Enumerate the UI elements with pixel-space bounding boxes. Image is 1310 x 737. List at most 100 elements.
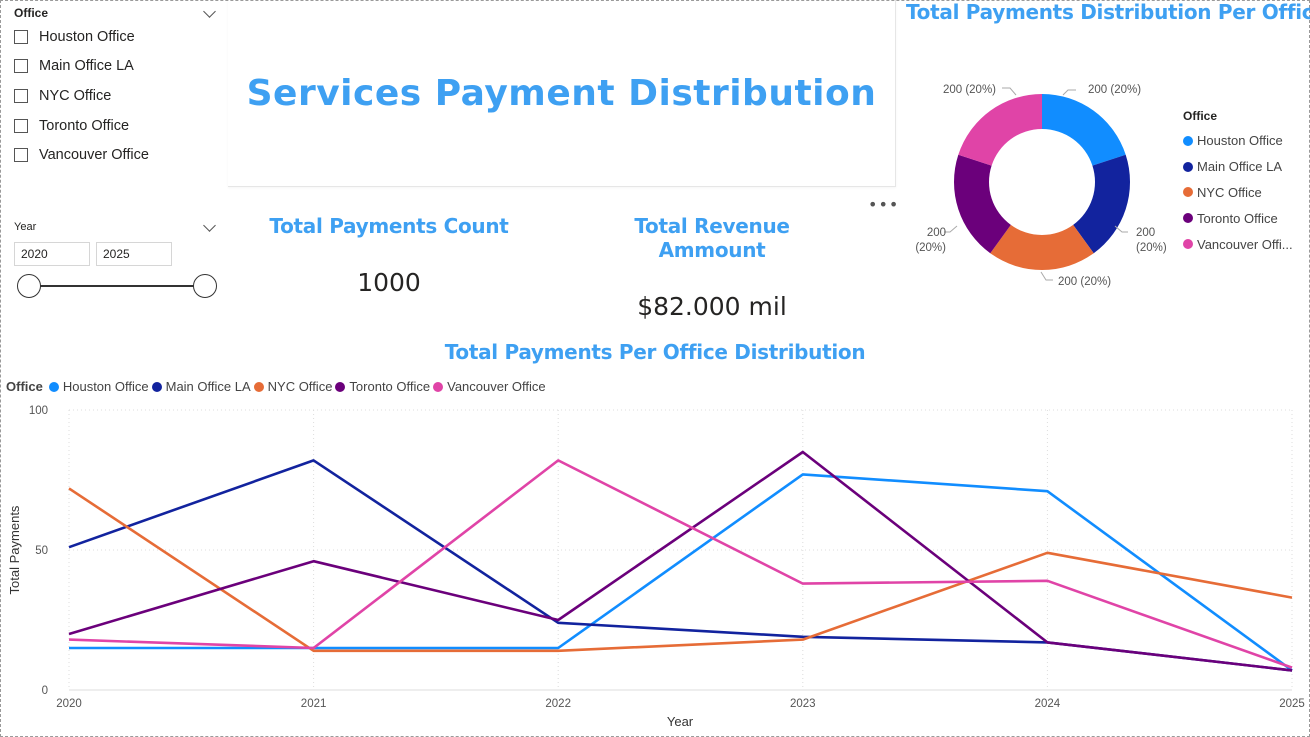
legend-item[interactable]: Houston Office: [48, 379, 149, 394]
year-slicer-title: Year: [14, 221, 37, 233]
x-tick-label: 2024: [1035, 698, 1061, 710]
legend-item[interactable]: NYC Office: [1183, 180, 1293, 206]
legend-item[interactable]: Vancouver Office: [433, 379, 546, 394]
slicer-option-vancouver[interactable]: Vancouver Office: [14, 140, 220, 170]
legend-item[interactable]: Toronto Office: [335, 379, 430, 394]
year-from-input[interactable]: 2020: [14, 242, 90, 266]
checkbox[interactable]: [14, 29, 28, 44]
x-tick-label: 2020: [56, 698, 82, 710]
legend-label: Vancouver Office: [447, 379, 546, 394]
donut-leader-line: [1114, 225, 1128, 233]
donut-legend-title: Office: [1183, 109, 1218, 123]
kpi-value: 1000: [357, 268, 421, 297]
legend-item[interactable]: NYC Office: [253, 379, 333, 394]
office-slicer: Office Houston Office Main Office LA NYC…: [14, 4, 220, 170]
report-title-card: Services Payment Distribution: [228, 0, 896, 187]
donut-data-label: 200 (20%): [1136, 227, 1167, 254]
checkbox[interactable]: [14, 118, 28, 133]
slicer-option-main-office-la[interactable]: Main Office LA: [14, 52, 220, 82]
series-line-nyc-office[interactable]: [68, 487, 1293, 653]
more-options-icon[interactable]: •••: [868, 195, 900, 214]
report-title: Services Payment Distribution: [246, 72, 877, 114]
donut-leader-line: [944, 225, 958, 233]
line-legend: Office Houston Office Main Office LA NYC…: [6, 379, 549, 394]
series-line-main-office-la[interactable]: [68, 459, 1293, 672]
donut-data-label: 200 (20%): [915, 227, 946, 254]
y-tick-label: 100: [29, 405, 48, 417]
legend-label: Vancouver Offi...: [1197, 236, 1293, 252]
series-line-toronto-office[interactable]: [68, 450, 1293, 672]
x-tick-label: 2025: [1279, 698, 1305, 710]
chevron-down-icon[interactable]: [203, 218, 216, 232]
legend-label: Houston Office: [1197, 133, 1283, 149]
legend-item[interactable]: Houston Office: [1183, 128, 1293, 154]
line-legend-title: Office: [6, 379, 43, 394]
legend-item[interactable]: Main Office LA: [151, 379, 251, 394]
donut-leader-line: [1040, 271, 1053, 281]
legend-label: Main Office LA: [1197, 159, 1283, 175]
legend-dot: [1183, 187, 1193, 198]
donut-slice[interactable]: [954, 154, 1011, 254]
y-tick-label: 0: [42, 685, 48, 697]
x-tick-label: 2023: [790, 698, 816, 710]
legend-dot: [253, 381, 264, 392]
donut-data-label: 200 (20%): [1088, 84, 1141, 96]
donut-legend: Office Houston Office Main Office LA NYC…: [1183, 109, 1293, 257]
kpi-payments-count: Total Payments Count 1000: [268, 214, 510, 297]
series-line-houston-office[interactable]: [69, 473, 1293, 672]
checkbox[interactable]: [14, 59, 28, 74]
kpi-revenue-amount: Total Revenue Ammount $82.000 mil: [578, 214, 846, 321]
line-chart: 0 50 100 2020 2021 2022 2023 2024 2025 Year Total …: [7, 405, 1305, 729]
legend-dot: [151, 381, 162, 392]
x-axis-title: Year: [667, 714, 694, 729]
legend-dot: [1183, 213, 1193, 224]
checkbox[interactable]: [14, 88, 28, 103]
slicer-option-label: Vancouver Office: [39, 147, 149, 164]
legend-dot: [433, 381, 444, 392]
legend-dot: [48, 381, 59, 392]
y-axis-title: Total Payments: [7, 505, 22, 594]
year-range-start-handle[interactable]: [17, 274, 41, 298]
legend-item[interactable]: Toronto Office: [1183, 205, 1293, 231]
legend-label: NYC Office: [1197, 184, 1262, 200]
legend-label: NYC Office: [267, 379, 333, 394]
legend-dot: [335, 381, 346, 392]
legend-dot: [1183, 239, 1193, 250]
kpi-title: Total Revenue Ammount: [634, 214, 790, 262]
legend-dot: [1183, 161, 1193, 172]
donut-slice[interactable]: [958, 94, 1042, 166]
donut-data-label: 200 (20%): [943, 84, 996, 96]
slicer-option-label: Toronto Office: [39, 117, 130, 134]
donut-slice[interactable]: [990, 224, 1094, 270]
slicer-option-houston[interactable]: Houston Office: [14, 22, 220, 52]
legend-dot: [1183, 135, 1193, 146]
donut-chart: 200 (20%) 200 (20%) 200 (20%) 200 (20%) 200 (2…: [915, 84, 1167, 288]
slicer-option-label: NYC Office: [39, 87, 112, 104]
office-slicer-title: Office: [14, 6, 49, 20]
slicer-option-label: Houston Office: [39, 28, 135, 45]
year-range-end-handle[interactable]: [193, 274, 217, 298]
legend-label: Main Office LA: [165, 379, 251, 394]
year-slicer: Year 2020 2025: [14, 218, 220, 298]
donut-leader-line: [1062, 89, 1076, 96]
year-to-input[interactable]: 2025: [96, 242, 172, 266]
slicer-option-nyc[interactable]: NYC Office: [14, 81, 220, 111]
donut-slice[interactable]: [1042, 94, 1126, 166]
checkbox[interactable]: [14, 148, 28, 163]
legend-label: Toronto Office: [349, 379, 431, 394]
donut-slice[interactable]: [1073, 154, 1130, 254]
chevron-down-icon[interactable]: [203, 4, 216, 18]
series-line-vancouver-office[interactable]: [68, 459, 1293, 669]
year-range-track[interactable]: [30, 285, 206, 287]
legend-item[interactable]: Vancouver Offi...: [1183, 231, 1293, 257]
legend-label: Toronto Office: [1197, 210, 1278, 226]
slicer-option-toronto[interactable]: Toronto Office: [14, 111, 220, 141]
x-tick-label: 2022: [545, 698, 571, 710]
line-chart-title: Total Payments Per Office Distribution: [444, 340, 866, 364]
x-tick-label: 2021: [301, 698, 327, 710]
kpi-value: $82.000 mil: [637, 292, 787, 321]
legend-item[interactable]: Main Office LA: [1183, 154, 1293, 180]
y-tick-label: 50: [35, 545, 48, 557]
donut-chart-title: Total Payments Distribution Per Office: [906, 0, 1310, 24]
donut-leader-line: [1002, 87, 1017, 96]
